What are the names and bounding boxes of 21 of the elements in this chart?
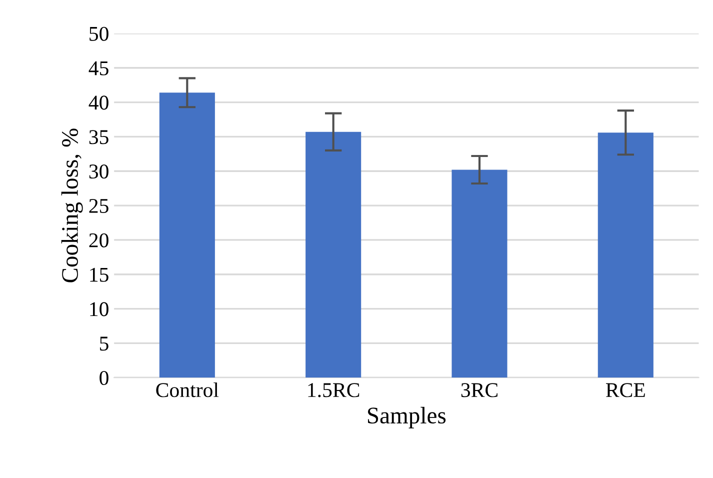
y-tick-label: 50 <box>90 26 108 41</box>
bar <box>159 92 215 378</box>
bar <box>306 132 362 378</box>
y-tick-label: 45 <box>88 61 108 76</box>
y-tick-label: 5 <box>100 336 108 351</box>
x-tick-label: 1.5RC <box>308 383 360 398</box>
y-tick-label: 20 <box>89 233 108 248</box>
y-tick-label: 0 <box>100 370 108 386</box>
y-tick-label: 35 <box>89 130 108 144</box>
x-tick-label: RCE <box>606 383 645 398</box>
y-tick-label: 25 <box>89 198 108 213</box>
y-tick-label: 30 <box>89 164 108 179</box>
y-tick-label: 10 <box>90 302 108 316</box>
x-axis-title: Samples <box>368 406 446 428</box>
bar <box>452 170 508 378</box>
y-tick-label: 15 <box>90 268 108 282</box>
y-axis-title: Cooking loss, % <box>61 128 83 282</box>
y-tick-label: 40 <box>88 96 108 110</box>
bar <box>598 132 654 378</box>
x-tick-label: 3RC <box>461 383 498 398</box>
x-tick-label: Control <box>156 382 219 398</box>
